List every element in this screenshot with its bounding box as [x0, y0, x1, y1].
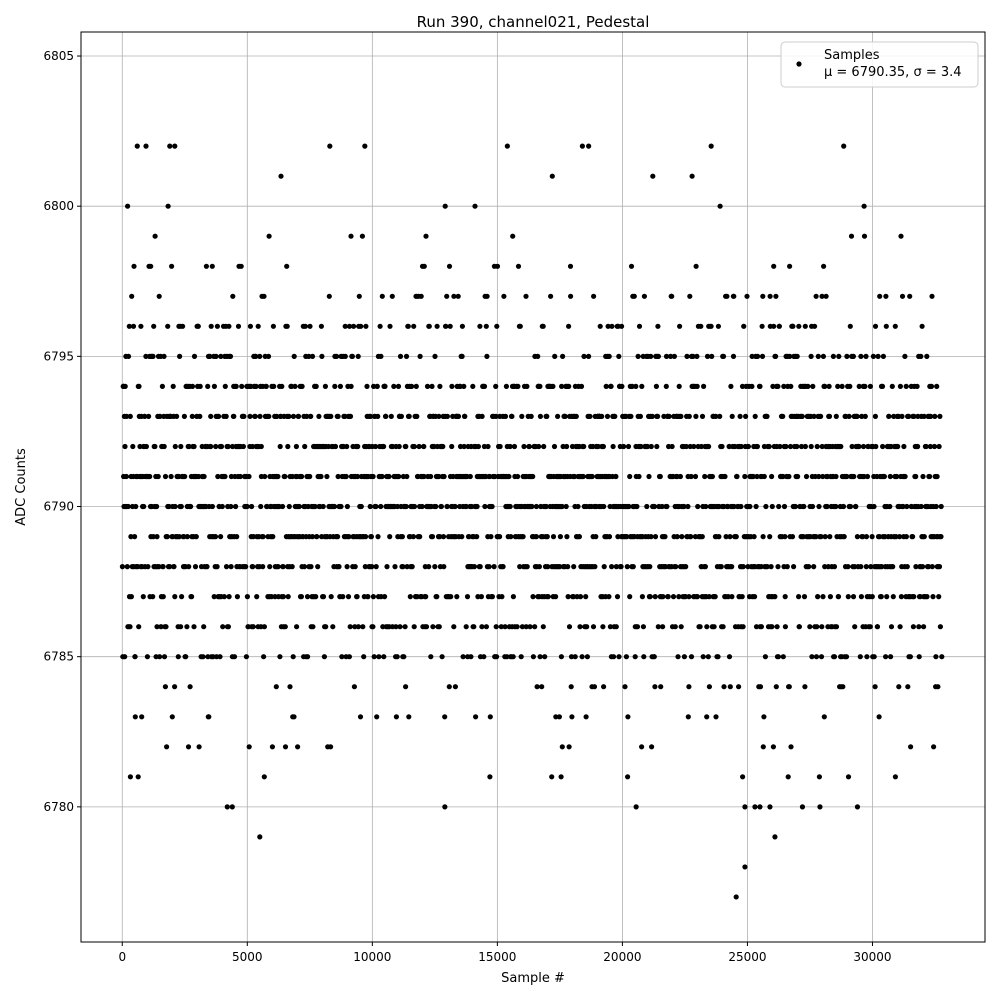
outlier-point — [841, 143, 847, 149]
outlier-point — [143, 143, 149, 149]
legend-box — [780, 41, 979, 88]
x-tick-label: 5000 — [232, 950, 263, 964]
x-tick-label: 0 — [118, 950, 126, 964]
x-tick-label: 15000 — [478, 950, 516, 964]
outlier-point — [504, 143, 510, 149]
legend: Samples μ = 6790.35, σ = 3.4 — [780, 41, 979, 88]
y-tick-label: 6800 — [43, 199, 74, 213]
outlier-point — [799, 804, 806, 810]
y-tick-label: 6780 — [43, 800, 74, 814]
y-tick-label: 6805 — [43, 49, 74, 63]
outlier-point — [708, 143, 714, 149]
outlier-point — [442, 804, 448, 810]
y-tick-label: 6785 — [43, 650, 74, 664]
outlier-point — [167, 143, 173, 149]
data-points — [119, 143, 945, 900]
x-axis-label: Sample # — [501, 971, 565, 986]
outlier-point — [817, 804, 823, 810]
outlier-point — [586, 143, 592, 149]
outlier-point — [742, 804, 748, 810]
outlier-point — [742, 864, 748, 870]
legend-series-stats: μ = 6790.35, σ = 3.4 — [824, 65, 962, 80]
outlier-point — [633, 804, 639, 810]
outlier-point — [579, 143, 585, 149]
outlier-point — [757, 804, 763, 810]
y-axis-label: ADC Counts — [14, 448, 29, 526]
chart-title: Run 390, channel021, Pedestal — [417, 13, 650, 31]
x-tick-label: 10000 — [353, 950, 391, 964]
outlier-point — [229, 804, 235, 810]
x-tick-label: 20000 — [603, 950, 641, 964]
x-tick-label: 30000 — [853, 950, 891, 964]
outlier-point — [257, 834, 263, 840]
outlier-point — [362, 143, 368, 149]
y-tick-label: 6790 — [43, 500, 74, 514]
outlier-point — [327, 143, 333, 149]
outlier-point — [134, 143, 140, 149]
axis-ticks: 0 5000 10000 15000 20000 25000 30000 6780 6785 67… — [43, 49, 891, 964]
legend-series-name: Samples — [824, 48, 880, 63]
outlier-point — [733, 894, 739, 900]
plot-frame — [80, 31, 986, 943]
outlier-point — [172, 143, 178, 149]
outlier-point — [772, 834, 778, 840]
y-tick-label: 6795 — [43, 349, 74, 363]
x-tick-label: 25000 — [728, 950, 766, 964]
outlier-point — [752, 804, 758, 810]
outlier-point — [767, 804, 773, 810]
outlier-point — [224, 804, 230, 810]
legend-marker — [796, 61, 802, 67]
outlier-point — [854, 804, 861, 810]
